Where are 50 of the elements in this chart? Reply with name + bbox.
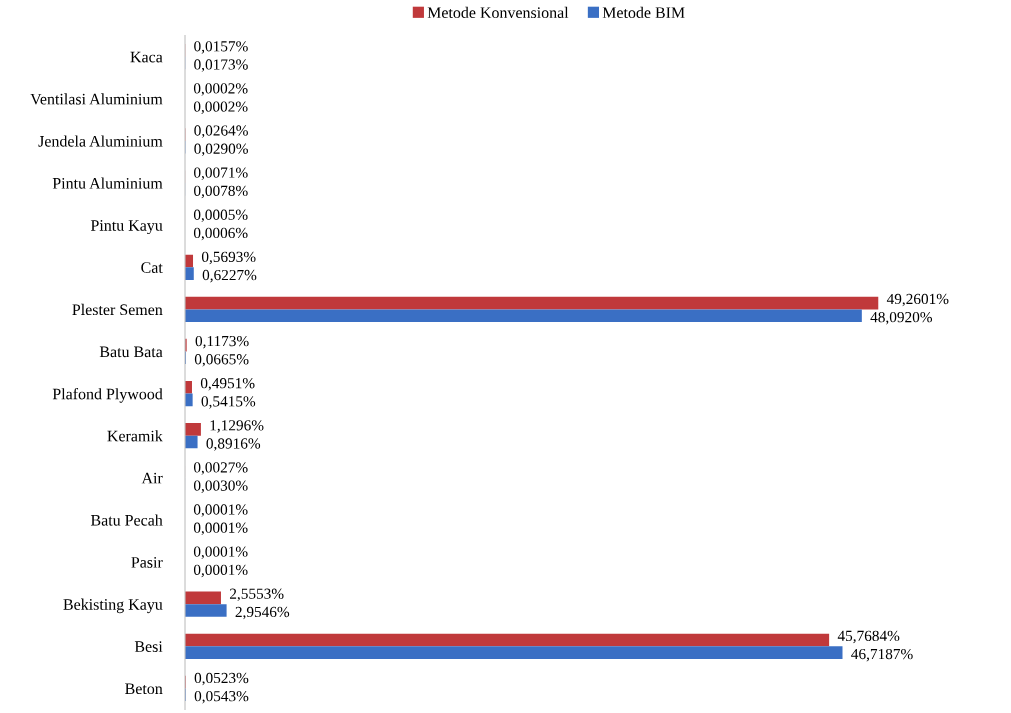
data-label: 49,2601% xyxy=(886,293,949,307)
y-tick-label: Pasir xyxy=(131,557,163,568)
data-label: 0,8916% xyxy=(206,438,261,451)
data-label: 0,4951% xyxy=(200,378,255,391)
data-label: 1,1296% xyxy=(210,420,264,433)
y-tick-label: Pintu Kayu xyxy=(90,220,163,235)
data-label: 2,5553% xyxy=(229,588,284,602)
data-label: 0,0173% xyxy=(194,59,248,72)
y-tick-label: Plester Semen xyxy=(72,303,163,316)
legend-label: Metode Konvensional xyxy=(427,6,569,19)
data-label: 0,0001% xyxy=(193,522,248,536)
y-tick-label: Air xyxy=(141,472,163,484)
data-label: 0,0001% xyxy=(193,564,248,578)
data-label: 0,6227% xyxy=(202,269,257,283)
data-label: 0,0290% xyxy=(194,143,248,157)
data-label: 45,7684% xyxy=(837,630,900,644)
data-label: 0,0006% xyxy=(193,227,248,241)
data-label: 0,0005% xyxy=(193,209,248,223)
data-label: 2,9546% xyxy=(235,606,290,620)
data-label: 0,0001% xyxy=(193,504,248,517)
y-tick-label: Besi xyxy=(134,641,163,652)
y-tick-label: Beton xyxy=(125,683,163,695)
data-label: 0,0543% xyxy=(194,690,249,704)
data-label: 0,0001% xyxy=(193,546,248,559)
data-label: 0,1173% xyxy=(195,335,249,349)
y-tick-label: Pintu Aluminium xyxy=(52,177,163,189)
data-label: 0,0027% xyxy=(193,462,248,475)
data-label: 48,0920% xyxy=(870,311,933,325)
data-label: 0,0264% xyxy=(194,125,248,138)
data-label: 0,0523% xyxy=(194,672,249,686)
data-label: 0,0002% xyxy=(193,83,248,96)
data-label: 0,0078% xyxy=(194,185,248,199)
y-tick-label: Bekisting Kayu xyxy=(63,598,163,614)
y-tick-label: Plafond Plywood xyxy=(52,387,163,403)
data-label: 0,0665% xyxy=(194,354,249,367)
y-tick-label: Cat xyxy=(141,262,163,273)
data-label: 0,5415% xyxy=(201,396,256,409)
data-label: 0,0030% xyxy=(193,480,248,493)
data-label: 0,0002% xyxy=(193,101,248,114)
legend-label: Metode BIM xyxy=(602,6,685,19)
y-tick-label: Batu Pecah xyxy=(90,514,163,526)
y-tick-label: Kaca xyxy=(130,51,163,63)
y-tick-label: Batu Bata xyxy=(99,346,163,358)
data-label: 0,0071% xyxy=(194,167,248,180)
y-tick-label: Jendela Aluminium xyxy=(38,135,163,147)
y-tick-label: Keramik xyxy=(107,430,163,442)
data-label: 0,0157% xyxy=(194,41,248,54)
data-label: 0,5693% xyxy=(201,251,256,265)
data-label: 46,7187% xyxy=(851,648,913,662)
y-tick-label: Ventilasi Aluminium xyxy=(30,93,163,105)
